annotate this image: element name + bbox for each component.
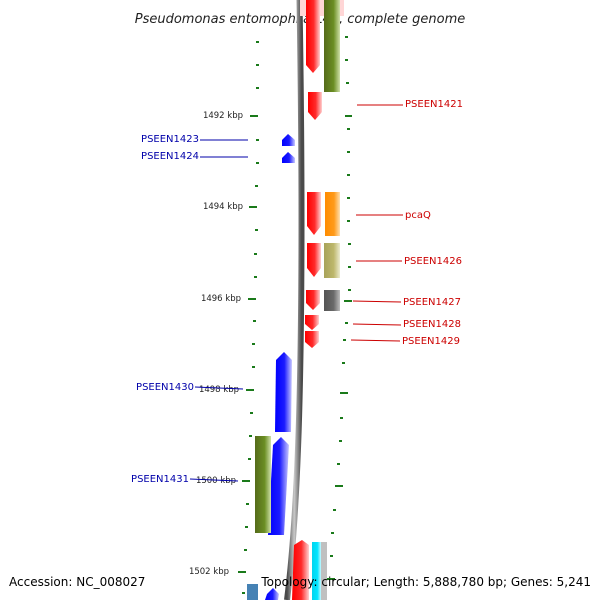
- gene-label-pseen1424[interactable]: PSEEN1424: [141, 151, 199, 162]
- scale-label-1502: 1502 kbp: [189, 567, 229, 577]
- scale-label-1500: 1500 kbp: [196, 476, 236, 486]
- scale-label-1496: 1496 kbp: [201, 294, 241, 304]
- gene-label-pseen1428[interactable]: PSEEN1428: [403, 319, 461, 330]
- topology-text: Topology: circular; Length: 5,888,780 bp…: [260, 575, 591, 589]
- gene-arrow-blue: [282, 152, 295, 163]
- gene-block-olive: [324, 0, 340, 92]
- gene-label-pseen1426[interactable]: PSEEN1426: [404, 256, 462, 267]
- gene-block-orange: [325, 192, 340, 236]
- gene-arrow-red: [306, 0, 320, 73]
- gene-arrow-red: [306, 290, 320, 310]
- gene-arrow-red: [308, 92, 322, 120]
- gene-label-pseen1427[interactable]: PSEEN1427: [403, 297, 461, 308]
- gene-arrow-blue: [265, 588, 279, 600]
- forward-strand-genes: [292, 0, 340, 600]
- gene-block-steel: [247, 584, 258, 600]
- gene-arrow-red: [292, 540, 309, 600]
- gene-block-khaki: [324, 243, 340, 278]
- gene-arrow-blue: [282, 134, 295, 146]
- gene-arrow-red: [307, 192, 321, 235]
- gene-label-pseen1423[interactable]: PSEEN1423: [141, 134, 199, 145]
- gene-label-pseen1429[interactable]: PSEEN1429: [402, 336, 460, 347]
- gene-arrow-blue: [275, 352, 292, 432]
- gene-block-gray: [321, 542, 327, 600]
- gene-block-olive: [255, 436, 271, 533]
- gene-block-cyan: [312, 542, 321, 600]
- gene-arrow-red: [305, 331, 319, 348]
- scale-label-1492: 1492 kbp: [203, 111, 243, 121]
- scale-label-1498: 1498 kbp: [199, 385, 239, 395]
- gene-label-pseen1431[interactable]: PSEEN1431: [131, 474, 189, 485]
- gene-arrow-red: [305, 315, 319, 330]
- gene-label-pseen1421[interactable]: PSEEN1421: [405, 99, 463, 110]
- scale-label-1494: 1494 kbp: [203, 202, 243, 212]
- inner-tick-track: [242, 41, 259, 594]
- chromosome-backbone: [284, 0, 305, 600]
- gene-label-pseen1430[interactable]: PSEEN1430: [136, 382, 194, 393]
- reverse-gene-labels: PSEEN1423 PSEEN1424 PSEEN1430 PSEEN1431: [131, 134, 248, 485]
- forward-gene-labels: PSEEN1421 pcaQ PSEEN1426 PSEEN1427 PSEEN…: [350, 99, 463, 347]
- gene-arrow-blue: [268, 437, 289, 535]
- gene-block-gray: [324, 290, 340, 311]
- scale-ticks: [238, 115, 258, 573]
- outer-tick-track: [327, 36, 352, 580]
- accession-text: Accession: NC_008027: [9, 575, 145, 589]
- reverse-strand-genes: [247, 134, 295, 600]
- gene-arrow-red: [307, 243, 321, 277]
- gene-label-pcaq[interactable]: pcaQ: [405, 210, 431, 221]
